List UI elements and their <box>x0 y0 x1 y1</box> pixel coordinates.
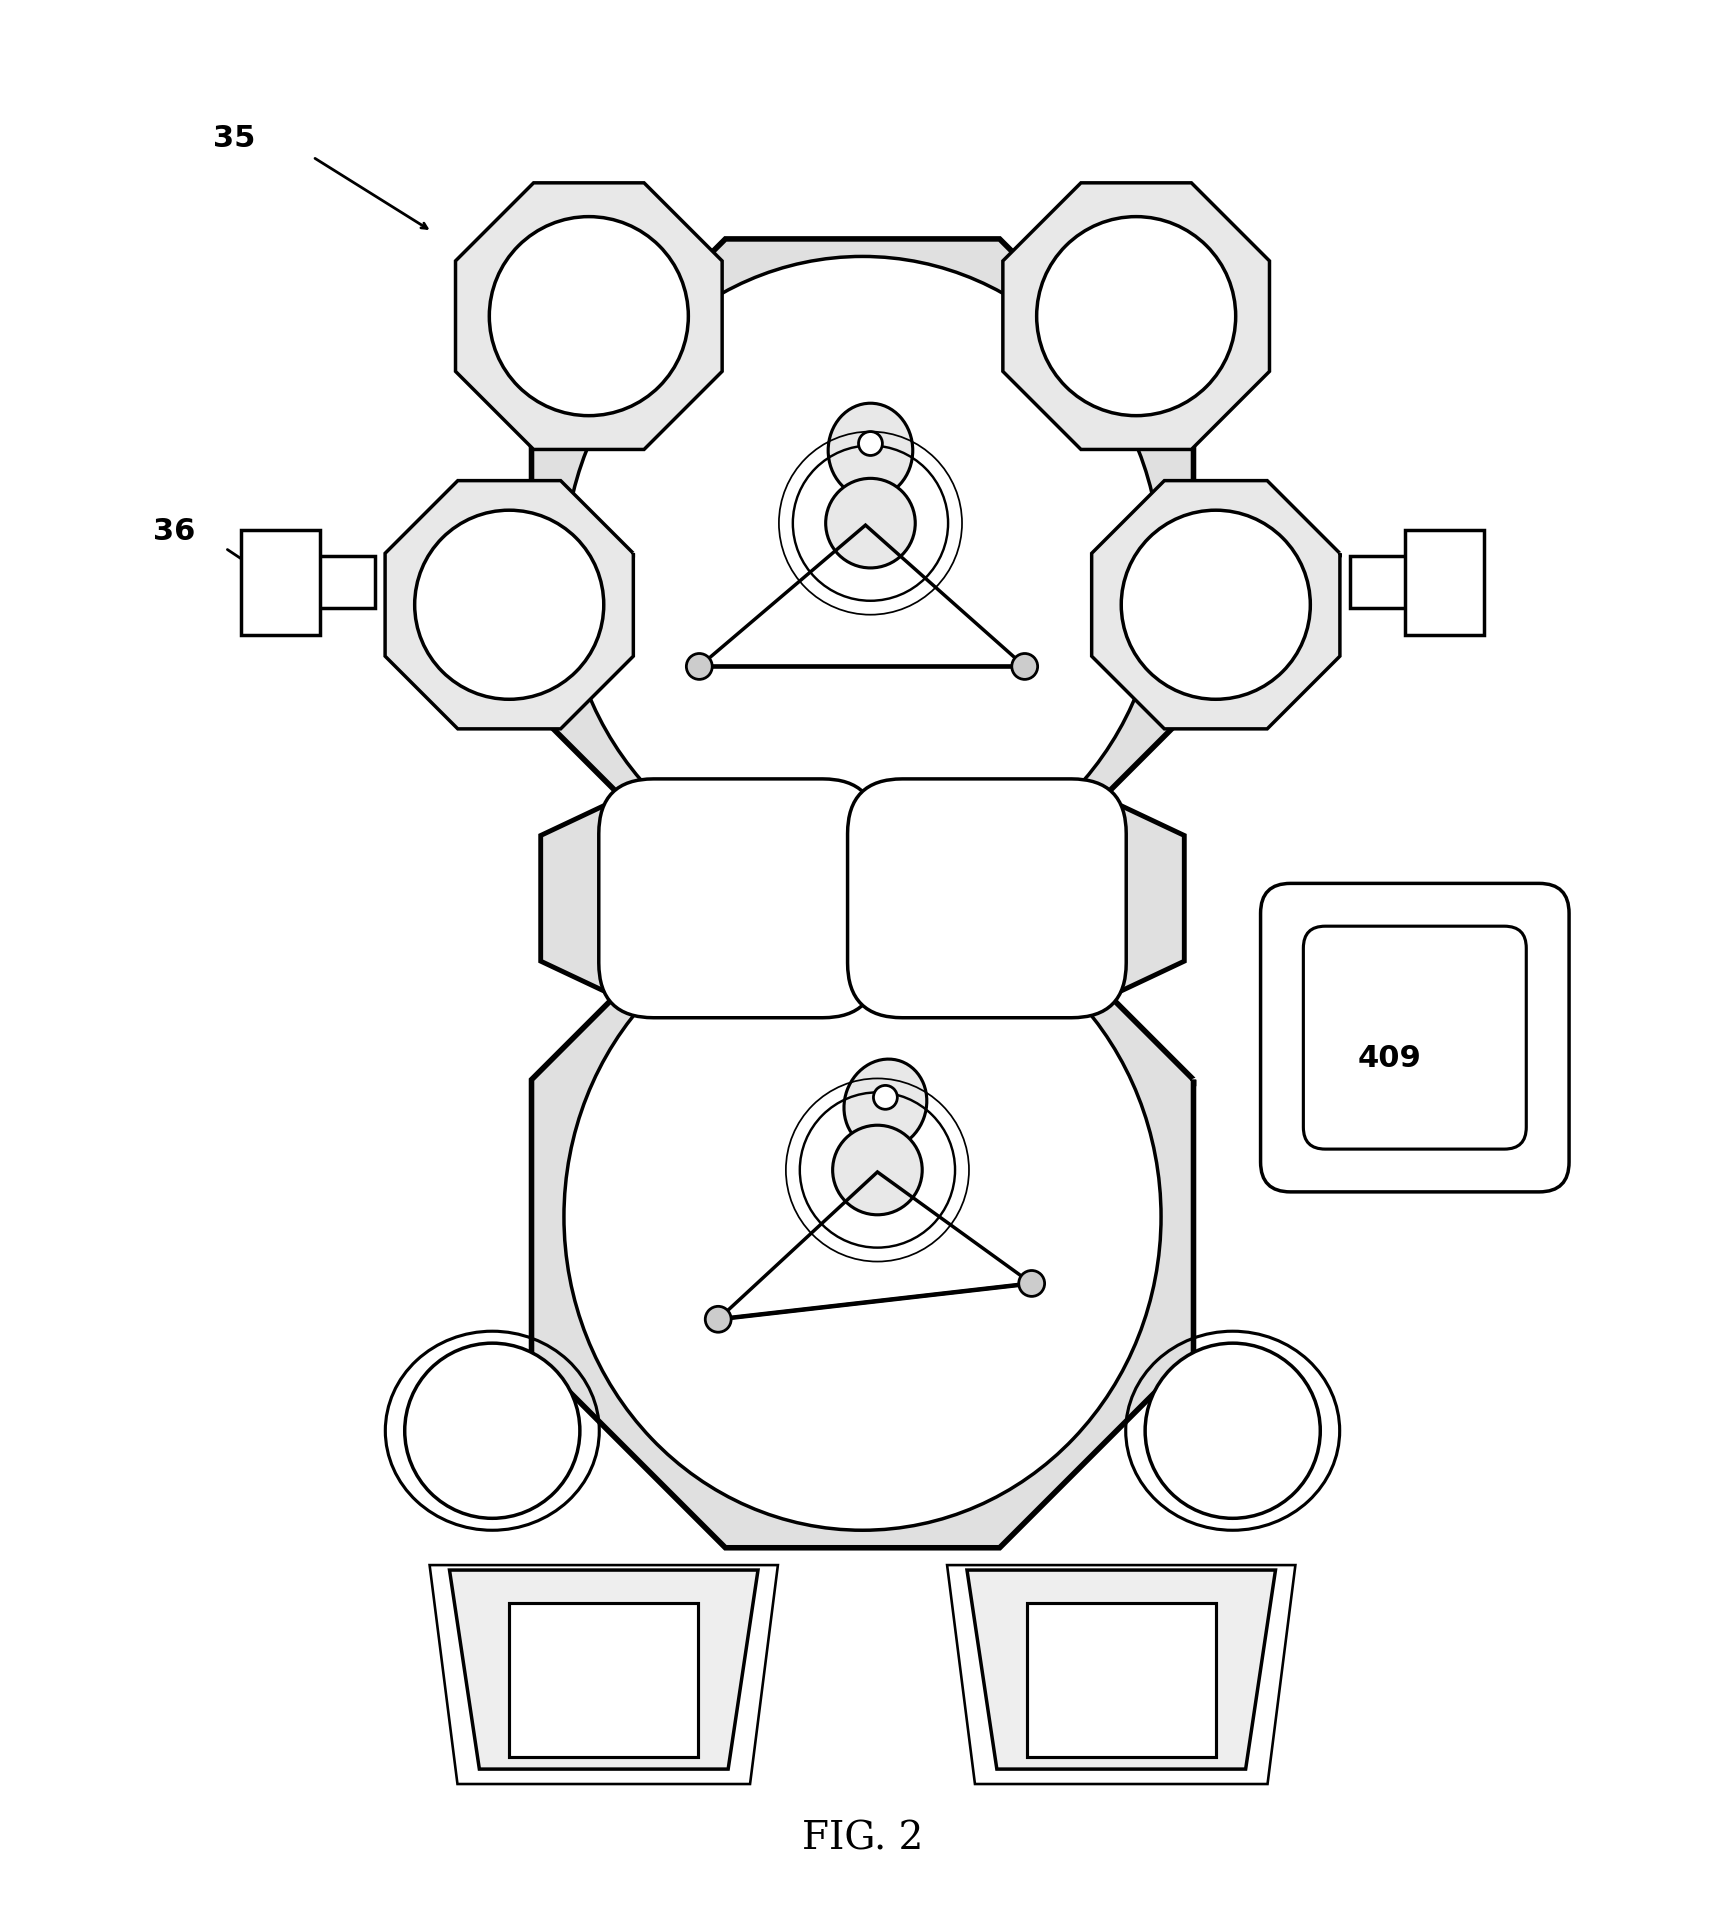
Polygon shape <box>455 183 723 449</box>
Ellipse shape <box>828 403 913 497</box>
Circle shape <box>1121 511 1311 700</box>
Polygon shape <box>540 746 1185 1051</box>
Circle shape <box>687 654 712 679</box>
Polygon shape <box>1092 480 1340 729</box>
Polygon shape <box>862 1143 899 1168</box>
FancyBboxPatch shape <box>847 779 1126 1018</box>
Polygon shape <box>531 239 1194 900</box>
Text: 409: 409 <box>1358 1045 1421 1074</box>
Bar <box>1404 530 1485 634</box>
Circle shape <box>873 1085 897 1109</box>
Polygon shape <box>849 495 892 521</box>
Circle shape <box>1037 216 1235 416</box>
Circle shape <box>1019 1271 1045 1296</box>
Circle shape <box>706 1307 731 1332</box>
Circle shape <box>833 1126 923 1215</box>
Circle shape <box>405 1344 580 1519</box>
Bar <box>240 530 321 634</box>
FancyBboxPatch shape <box>599 779 878 1018</box>
Ellipse shape <box>844 1058 926 1149</box>
Text: 36: 36 <box>154 517 197 546</box>
Polygon shape <box>450 1569 757 1770</box>
Circle shape <box>1145 1344 1320 1519</box>
FancyBboxPatch shape <box>1261 883 1570 1192</box>
Circle shape <box>490 216 688 416</box>
Bar <box>509 1602 699 1756</box>
Bar <box>1351 555 1409 607</box>
Circle shape <box>1013 654 1038 679</box>
Bar <box>316 555 374 607</box>
Ellipse shape <box>564 256 1161 883</box>
Polygon shape <box>385 480 633 729</box>
Circle shape <box>414 511 604 700</box>
Text: FIG. 2: FIG. 2 <box>802 1820 923 1857</box>
Polygon shape <box>531 885 1194 1548</box>
Bar <box>1026 1602 1216 1756</box>
Polygon shape <box>1002 183 1270 449</box>
Circle shape <box>859 432 883 455</box>
Ellipse shape <box>564 904 1161 1531</box>
Text: 35: 35 <box>214 123 255 152</box>
FancyBboxPatch shape <box>1304 925 1527 1149</box>
Circle shape <box>826 478 916 569</box>
Polygon shape <box>968 1569 1275 1770</box>
